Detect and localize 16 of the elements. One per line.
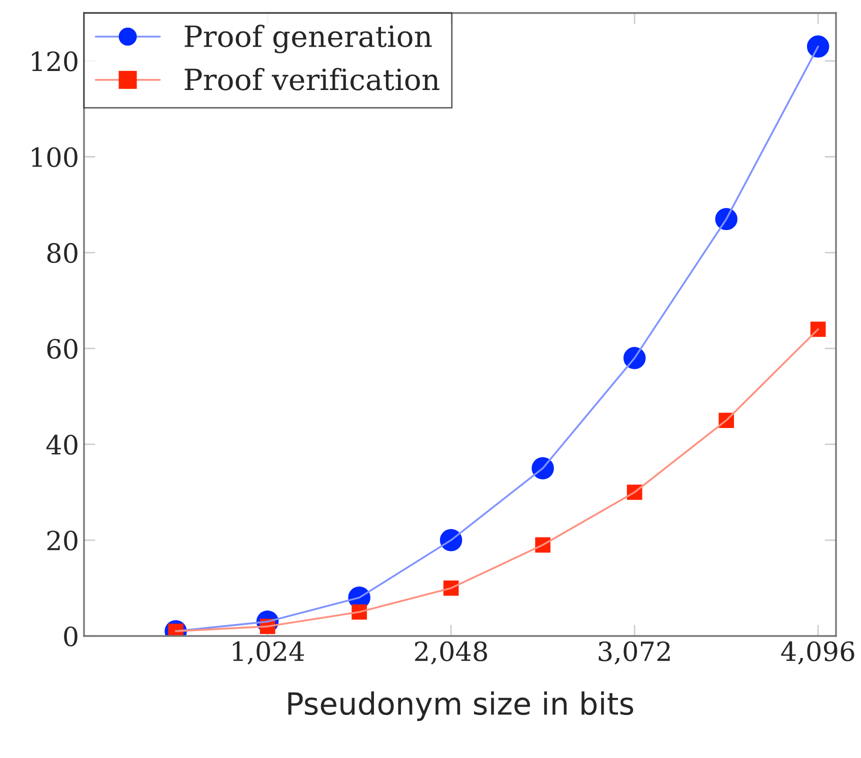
x-tick-label: 3,072 [598,641,670,665]
legend-label: Proof verification [184,68,440,90]
x-tick-label: 2,048 [415,641,488,665]
x-tick-label: 1,024 [232,641,304,665]
y-tick-label: 20 [47,530,78,551]
y-tick-label: 100 [32,147,78,168]
x-tick-label: 4,096 [781,641,854,665]
y-tick-label: 120 [32,51,78,72]
y-tick-label: 40 [46,434,78,455]
y-tick-label: 0 [64,626,78,646]
legend-label: Proof generation [184,24,432,54]
y-tick-label: 80 [47,243,78,264]
x-axis-title: Pseudonym size in bits [288,691,634,721]
point [806,35,830,58]
point [810,322,826,337]
y-tick-label: 60 [47,338,78,359]
